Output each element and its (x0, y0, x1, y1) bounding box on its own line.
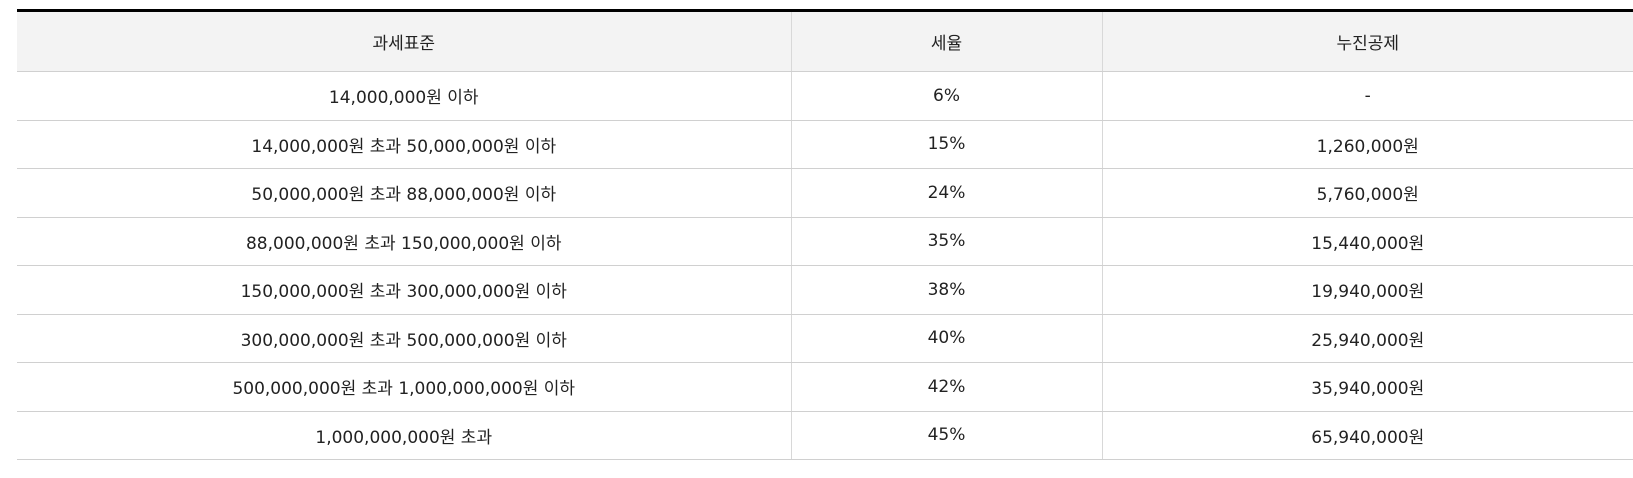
tax-base-cell: 50,000,000원 초과 88,000,000원 이하 (17, 168, 791, 218)
table-row: 150,000,000원 초과 300,000,000원 이하 38% 19,940… (17, 265, 1633, 315)
tax-rate-cell: 38% (790, 265, 1102, 315)
deduction-cell: - (1101, 71, 1633, 121)
tax-base-cell: 500,000,000원 초과 1,000,000,000원 이하 (17, 362, 791, 412)
tax-rate-cell: 35% (790, 217, 1102, 266)
table-row: 1,000,000,000원 초과 45% 65,940,000원 (17, 411, 1633, 460)
tax-base-cell: 14,000,000원 이하 (17, 71, 791, 121)
table-row: 50,000,000원 초과 88,000,000원 이하 24% 5,760,00… (17, 168, 1633, 218)
table-row: 500,000,000원 초과 1,000,000,000원 이하 42% 35,9… (17, 362, 1633, 412)
table-row: 14,000,000원 이하 6% - (17, 71, 1633, 121)
header-tax-rate: 세율 (790, 10, 1102, 72)
tax-rate-table: 과세표준 세율 누진공제 14,000,000원 이하 6% -14,000,000… (17, 9, 1633, 460)
tax-base-cell: 1,000,000,000원 초과 (17, 411, 791, 460)
deduction-cell: 65,940,000원 (1101, 411, 1633, 460)
deduction-cell: 25,940,000원 (1101, 314, 1633, 363)
deduction-cell: 35,940,000원 (1101, 362, 1633, 412)
tax-rate-cell: 42% (790, 362, 1102, 412)
tax-rate-cell: 24% (790, 168, 1102, 218)
table-row: 14,000,000원 초과 50,000,000원 이하 15% 1,260,00… (17, 120, 1633, 169)
tax-rate-cell: 15% (790, 120, 1102, 169)
tax-rate-cell: 40% (790, 314, 1102, 363)
tax-rate-cell: 6% (790, 71, 1102, 121)
tax-base-cell: 14,000,000원 초과 50,000,000원 이하 (17, 120, 791, 169)
tax-base-cell: 150,000,000원 초과 300,000,000원 이하 (17, 265, 791, 315)
tax-base-cell: 300,000,000원 초과 500,000,000원 이하 (17, 314, 791, 363)
tax-base-cell: 88,000,000원 초과 150,000,000원 이하 (17, 217, 791, 266)
table-row: 88,000,000원 초과 150,000,000원 이하 35% 15,440,… (17, 217, 1633, 266)
table-row: 300,000,000원 초과 500,000,000원 이하 40% 25,940… (17, 314, 1633, 363)
deduction-cell: 19,940,000원 (1101, 265, 1633, 315)
tax-rate-cell: 45% (790, 411, 1102, 460)
header-row: 과세표준 세율 누진공제 (17, 10, 1633, 72)
deduction-cell: 1,260,000원 (1101, 120, 1633, 169)
deduction-cell: 5,760,000원 (1101, 168, 1633, 218)
header-progressive-deduction: 누진공제 (1101, 10, 1633, 72)
deduction-cell: 15,440,000원 (1101, 217, 1633, 266)
header-tax-base: 과세표준 (17, 10, 791, 72)
